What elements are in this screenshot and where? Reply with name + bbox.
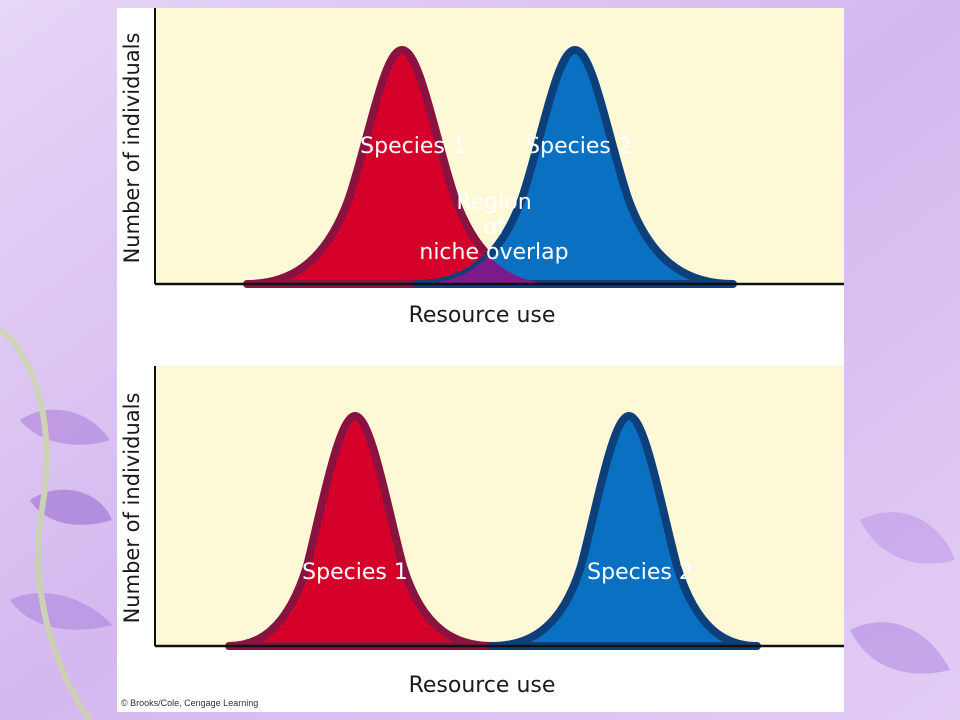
species-2-label: Species 2 [587,560,693,585]
overlap-label-line-3: niche overlap [419,240,569,265]
y-axis-label: Number of individuals [120,32,144,264]
plot-area [155,366,844,646]
separated-curves [154,366,844,650]
x-axis-label: Resource use [408,673,556,698]
species-2-curve [488,412,761,650]
species-1-curve [225,412,496,650]
separated-panel: Number of individuals Resource use Speci… [117,366,844,712]
orchid-decoration [0,327,955,720]
species-2-label: Species 2 [526,134,632,159]
species-1-label: Species 1 [360,134,466,159]
y-axis-label: Number of individuals [120,392,144,624]
overlap-label-line-2: of [483,215,505,240]
species-2-curve [413,46,737,288]
overlap-curves [154,8,844,288]
species-1-curve [243,46,564,288]
copyright-credit: © Brooks/Cole, Cengage Learning [121,698,259,708]
overlap-panel: Number of individuals Resource use Speci… [117,8,844,360]
overlap-label-line-1: Region [456,190,532,215]
niche-overlap-figure: Number of individuals Resource use Speci… [117,8,844,712]
x-axis-label: Resource use [408,303,556,328]
species-1-label: Species 1 [302,560,408,585]
overlap-label: Region of niche overlap [394,190,594,265]
